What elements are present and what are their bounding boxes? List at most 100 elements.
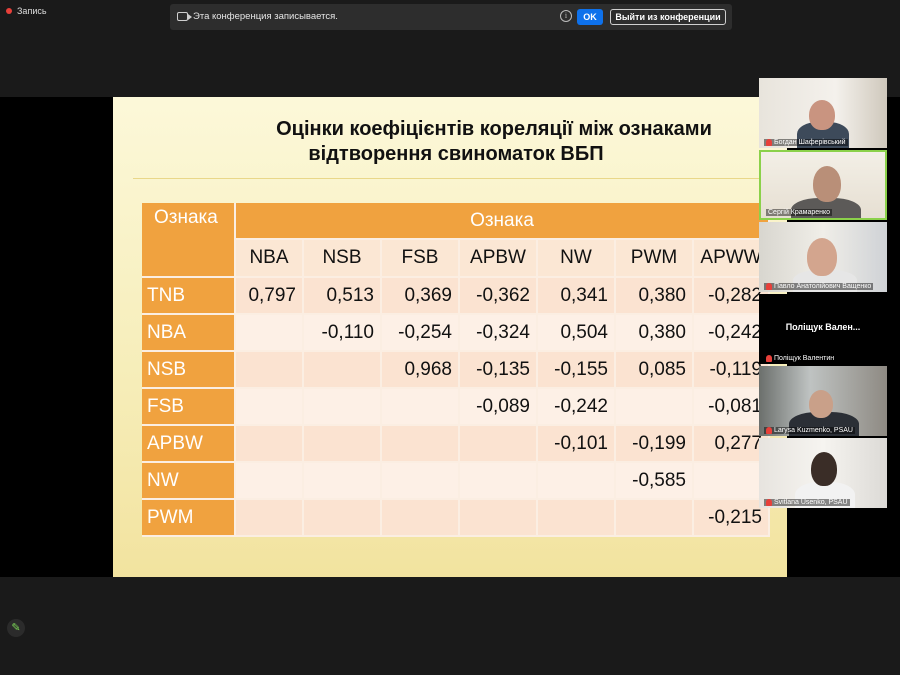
participant-name: Сергій Крамаренко (768, 209, 831, 216)
table-cell (303, 499, 382, 537)
table-cell (303, 462, 382, 500)
participant-name: Larysa Kuzmenko, PSAU (774, 427, 853, 434)
table-cell: -0,585 (615, 462, 694, 500)
table-cell: 0,968 (381, 351, 460, 389)
mic-muted-icon (766, 499, 772, 506)
table-cell: -0,242 (693, 314, 770, 352)
table-cell (235, 351, 304, 389)
table-cell (693, 462, 770, 500)
meeting-top-bar: Запись Эта конференция записывается. i O… (0, 0, 900, 97)
participant-face (809, 100, 835, 130)
participant-face (809, 390, 833, 418)
table-cell (381, 388, 460, 426)
table-cell (381, 499, 460, 537)
row-header: NSB (142, 351, 236, 389)
table-cell (615, 499, 694, 537)
table-row: PWM -0,215 (142, 499, 770, 537)
column-header: NW (537, 239, 616, 278)
participant-display-name: Поліщук Вален... (785, 322, 861, 332)
corner-header: Ознака (142, 203, 236, 278)
participant-tile[interactable]: Богдан Шаферівський (759, 78, 887, 148)
participant-face (811, 452, 837, 486)
table-cell: 0,277 (693, 425, 770, 463)
ok-button[interactable]: OK (577, 9, 603, 25)
row-header: PWM (142, 499, 236, 537)
table-cell: -0,101 (537, 425, 616, 463)
column-header: APWW (693, 239, 770, 278)
table-cell (303, 388, 382, 426)
table-row: APBW -0,101 -0,199 0,277 (142, 425, 770, 463)
table-row: FSB -0,089 -0,242 -0,081 (142, 388, 770, 426)
table-cell: -0,254 (381, 314, 460, 352)
mic-muted-icon (766, 355, 772, 362)
table-cell: 0,369 (381, 277, 460, 315)
column-header: NSB (303, 239, 382, 278)
table-cell (537, 499, 616, 537)
table-cell: -0,199 (615, 425, 694, 463)
participant-face (807, 238, 837, 276)
camera-icon (177, 12, 192, 21)
table-row: NBA -0,110 -0,254 -0,324 0,504 0,380 -0,242 (142, 314, 770, 352)
participant-tile[interactable]: Павло Анатолійович Ващенко (759, 222, 887, 292)
mic-muted-icon (766, 139, 772, 146)
recording-label: Запись (17, 6, 47, 16)
table-cell: 0,341 (537, 277, 616, 315)
column-header: APBW (459, 239, 538, 278)
table-cell (303, 351, 382, 389)
group-header: Ознака (235, 203, 770, 240)
table-cell: -0,135 (459, 351, 538, 389)
table-cell: -0,215 (693, 499, 770, 537)
table-cell (459, 499, 538, 537)
table-cell (235, 425, 304, 463)
shared-screen: Оцінки коефіцієнтів кореляції між ознака… (0, 97, 900, 577)
table-cell (459, 462, 538, 500)
mic-muted-icon (766, 427, 772, 434)
participant-tile-active[interactable]: Сергій Крамаренко (759, 150, 887, 220)
participant-tile-no-video[interactable]: Поліщук Вален... Поліщук Валентин (759, 294, 887, 364)
column-header-row: NBA NSB FSB APBW NW PWM APWW (142, 239, 770, 278)
table-cell: -0,155 (537, 351, 616, 389)
table-cell (615, 388, 694, 426)
table-cell (235, 499, 304, 537)
table-cell: -0,110 (303, 314, 382, 352)
participant-tile[interactable]: Svitlana Usenko, PSAU (759, 438, 887, 508)
table-cell: 0,504 (537, 314, 616, 352)
leave-meeting-button[interactable]: Выйти из конференции (610, 9, 726, 25)
table-cell (235, 462, 304, 500)
table-cell (235, 314, 304, 352)
slide-title-line2: відтворення свиноматок ВБП (308, 143, 604, 165)
presentation-slide: Оцінки коефіцієнтів кореляції між ознака… (113, 97, 787, 577)
row-header: NBA (142, 314, 236, 352)
row-header: TNB (142, 277, 236, 315)
pencil-icon[interactable]: ✎ (7, 619, 25, 637)
table-cell (235, 388, 304, 426)
participant-face (813, 166, 841, 202)
slide-title: Оцінки коефіцієнтів кореляції між ознака… (113, 117, 787, 167)
title-divider (133, 178, 773, 179)
row-header: NW (142, 462, 236, 500)
row-header: FSB (142, 388, 236, 426)
table-cell: 0,380 (615, 314, 694, 352)
mic-muted-icon (766, 283, 772, 290)
participant-name: Богдан Шаферівський (774, 139, 846, 146)
table-cell: -0,242 (537, 388, 616, 426)
table-cell (537, 462, 616, 500)
record-dot-icon (6, 8, 12, 14)
table-cell (381, 462, 460, 500)
participant-name: Поліщук Валентин (774, 355, 835, 362)
recording-indicator[interactable]: Запись (6, 6, 47, 16)
recording-notice-text: Эта конференция записывается. (193, 11, 338, 22)
participant-name: Павло Анатолійович Ващенко (774, 283, 872, 290)
table-cell: 0,085 (615, 351, 694, 389)
table-cell: 0,380 (615, 277, 694, 315)
participant-name: Svitlana Usenko, PSAU (774, 499, 848, 506)
info-icon[interactable]: i (560, 10, 572, 22)
table-cell: 0,797 (235, 277, 304, 315)
table-cell: -0,362 (459, 277, 538, 315)
participant-tile[interactable]: Larysa Kuzmenko, PSAU (759, 366, 887, 436)
table-cell (381, 425, 460, 463)
column-header: NBA (235, 239, 304, 278)
recording-notice-banner: Эта конференция записывается. i OK Выйти… (170, 4, 732, 30)
table-cell: -0,081 (693, 388, 770, 426)
table-cell: 0,513 (303, 277, 382, 315)
